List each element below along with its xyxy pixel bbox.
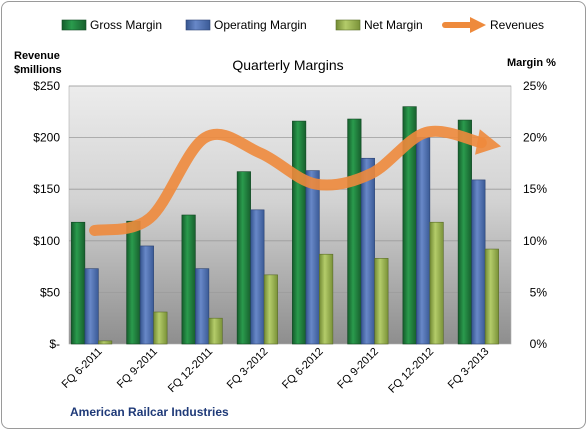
y-left-tick-label: $250 [33, 79, 60, 93]
bar-net-margin [484, 248, 499, 345]
legend-item-revenues: Revenues [442, 17, 544, 33]
y-right-tick-label: 10% [523, 234, 547, 248]
y-left-label-line1: Revenue [14, 50, 60, 62]
y-left-tick-label: $50 [40, 285, 60, 299]
y-left-tick-label: $200 [33, 131, 60, 145]
x-tick-label: FQ 9-2012 [335, 346, 381, 392]
legend-swatch-operating-margin [185, 19, 211, 31]
bar-net-margin [319, 253, 334, 345]
x-tick-label: FQ 12-2012 [386, 346, 436, 396]
revenues-line [89, 125, 487, 236]
bar-gross-margin [457, 119, 472, 345]
y-right-label: Margin % [507, 57, 556, 69]
legend-item-operating-margin: Operating Margin [185, 18, 307, 32]
legend-swatch-gross-margin [61, 19, 87, 31]
bar-operating-margin [305, 170, 320, 345]
legend-label-net-margin: Net Margin [364, 18, 423, 32]
y-left-tick-label: $- [49, 337, 60, 351]
y-right-tick-label: 0% [530, 337, 548, 351]
y-right-tick-label: 25% [523, 79, 547, 93]
y-left-label-line2: $millions [14, 64, 62, 76]
bar-net-margin [263, 274, 278, 345]
bar-net-margin [153, 311, 168, 345]
bar-net-margin [374, 258, 389, 345]
legend-item-gross-margin: Gross Margin [61, 18, 162, 32]
y-left-tick-label: $150 [33, 182, 60, 196]
bar-operating-margin [139, 245, 154, 345]
x-tick-label: FQ 9-2011 [115, 346, 160, 391]
x-tick-label: FQ 3-2012 [225, 346, 271, 392]
legend: Gross Margin Operating Margin Net Margin… [61, 17, 544, 33]
bar-operating-margin [471, 179, 486, 345]
revenue-line [89, 125, 502, 236]
legend-label-revenues: Revenues [490, 18, 544, 32]
bar-operating-margin [84, 268, 99, 345]
bar-net-margin [208, 317, 223, 345]
x-tick-label: FQ 3-2013 [446, 346, 492, 392]
bar-gross-margin [347, 118, 362, 345]
legend-label-gross-margin: Gross Margin [90, 18, 162, 32]
bar-gross-margin [236, 171, 251, 345]
bar-operating-margin [360, 157, 375, 345]
x-tick-label: FQ 12-2011 [166, 346, 215, 395]
y-right-tick-label: 15% [523, 182, 547, 196]
x-tick-label: FQ 6-2011 [60, 346, 105, 391]
y-left-tick-label: $100 [33, 234, 60, 248]
bar-gross-margin [126, 220, 141, 345]
legend-arrowhead-icon [470, 17, 486, 33]
revenues-arrowhead-icon [475, 129, 502, 155]
right-axis-ticks: 0% 5% 10% 15% 20% 25% [523, 79, 547, 351]
bar-operating-margin [250, 209, 265, 345]
bar-gross-margin [292, 120, 307, 345]
bar-operating-margin [195, 268, 210, 345]
legend-label-operating-margin: Operating Margin [214, 18, 307, 32]
chart-footer: American Railcar Industries [70, 405, 229, 419]
bar-net-margin [98, 340, 113, 345]
legend-item-net-margin: Net Margin [335, 18, 423, 32]
y-right-tick-label: 20% [523, 131, 547, 145]
bar-net-margin [429, 221, 444, 345]
x-tick-label: FQ 6-2012 [280, 346, 326, 392]
legend-swatch-net-margin [335, 19, 361, 31]
left-axis-ticks: $- $50 $100 $150 $200 $250 [33, 79, 60, 351]
y-right-tick-label: 5% [530, 285, 548, 299]
chart-title: Quarterly Margins [232, 57, 343, 73]
bar-gross-margin [181, 214, 196, 345]
bar-gross-margin [71, 221, 86, 345]
x-axis-ticks: FQ 6-2011 FQ 9-2011 FQ 12-2011 FQ 3-2012 FQ … [60, 346, 492, 396]
bar-operating-margin [416, 137, 431, 345]
